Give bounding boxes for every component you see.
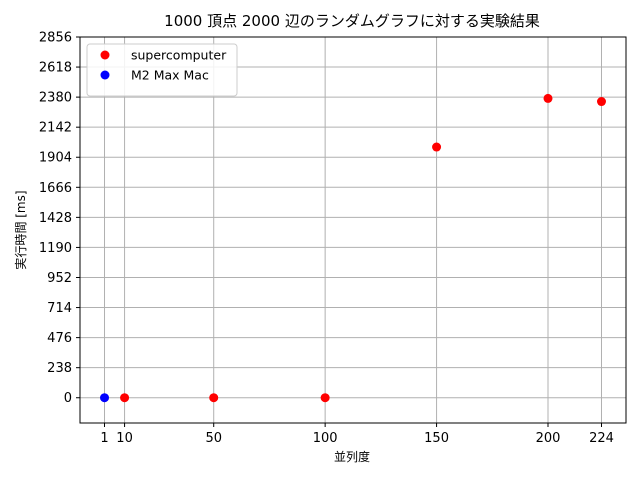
legend-marker [100, 70, 110, 80]
legend-box [86, 43, 238, 97]
y-tick-label: 2618 [39, 61, 72, 76]
data-point [596, 97, 606, 107]
y-tick-label: 1904 [39, 151, 72, 166]
y-tick-label: 1190 [39, 241, 72, 256]
y-tick-label: 2142 [39, 121, 72, 136]
x-axis-title: 並列度 [334, 449, 370, 464]
legend-label: supercomputer [131, 48, 227, 63]
data-point [120, 393, 130, 403]
chart-title: 1000 頂点 2000 辺のランダムグラフに対する実験結果 [164, 12, 540, 30]
x-tick-label: 224 [589, 431, 614, 446]
data-point [320, 393, 330, 403]
y-tick-label: 476 [47, 331, 72, 346]
y-tick-label: 0 [64, 391, 72, 406]
x-tick-label: 200 [536, 431, 561, 446]
y-tick-label: 2380 [39, 91, 72, 106]
data-point [100, 393, 110, 403]
x-tick-label: 10 [116, 431, 133, 446]
x-tick-label: 150 [424, 431, 449, 446]
axis-ticks: 1 10 50 100 150 200 224 0 238 476 714 952 1190 1428 16… [39, 31, 614, 447]
legend-label: M2 Max Mac [131, 68, 209, 83]
data-point [209, 393, 219, 403]
data-points [100, 93, 606, 403]
y-tick-label: 2856 [39, 31, 72, 46]
plot-frame [79, 36, 627, 424]
x-tick-label: 1 [100, 431, 108, 446]
legend: supercomputer M2 Max Mac [86, 43, 238, 97]
y-tick-label: 1428 [39, 211, 72, 226]
y-tick-label: 1666 [39, 181, 72, 196]
legend-marker [100, 50, 110, 60]
y-axis-title: 実行時間 [ms] [13, 190, 28, 269]
data-point [543, 93, 553, 103]
data-point [432, 142, 442, 152]
x-tick-label: 100 [313, 431, 338, 446]
x-tick-label: 50 [205, 431, 222, 446]
y-tick-label: 952 [47, 271, 72, 286]
y-tick-label: 714 [47, 301, 72, 316]
y-tick-label: 238 [47, 361, 72, 376]
